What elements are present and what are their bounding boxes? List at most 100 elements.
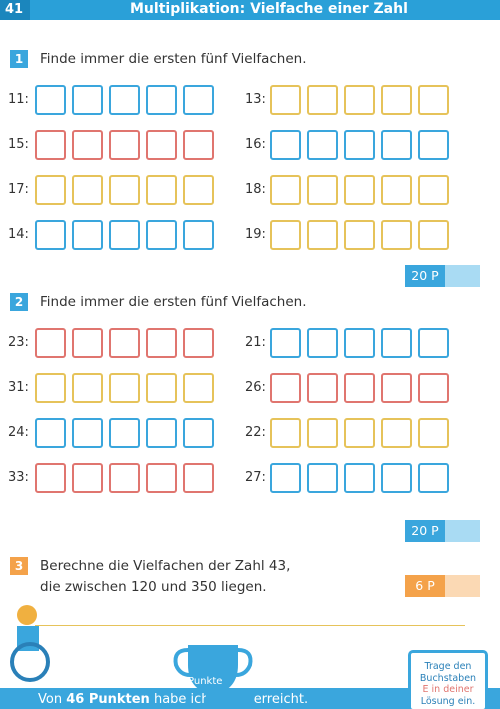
footer-bar — [0, 688, 500, 709]
answer-box — [35, 328, 66, 358]
points-badge: 6 P — [405, 575, 480, 597]
exercise-number: 3 — [10, 557, 28, 575]
points-label: 20 P — [405, 520, 445, 542]
answer-box — [109, 85, 140, 115]
answer-box — [183, 373, 214, 403]
answer-box — [72, 463, 103, 493]
instruction: Finde immer die ersten fünf Vielfachen. — [40, 51, 307, 67]
answer-box — [146, 85, 177, 115]
answer-box — [109, 328, 140, 358]
instruction: Finde immer die ersten fünf Vielfachen. — [40, 294, 307, 310]
answer-box — [270, 463, 301, 493]
trophy-label: Punkte — [188, 676, 223, 687]
row-label: 15: — [8, 137, 29, 152]
answer-box — [109, 463, 140, 493]
answer-box — [381, 373, 412, 403]
answer-box — [35, 175, 66, 205]
trophy — [173, 645, 253, 709]
answer-box — [35, 373, 66, 403]
answer-box — [270, 373, 301, 403]
row-label: 21: — [245, 335, 266, 350]
answer-box — [72, 130, 103, 160]
answer-box — [72, 328, 103, 358]
answer-box — [418, 463, 449, 493]
answer-box — [109, 130, 140, 160]
answer-box — [307, 220, 338, 250]
answer-box — [72, 85, 103, 115]
row-label: 17: — [8, 182, 29, 197]
answer-box — [146, 220, 177, 250]
row-label: 26: — [245, 380, 266, 395]
answer-box — [183, 175, 214, 205]
answer-box — [344, 373, 375, 403]
answer-box — [418, 130, 449, 160]
answer-box — [270, 130, 301, 160]
instruction-line: die zwischen 120 und 350 liegen. — [40, 579, 267, 595]
answer-box — [109, 220, 140, 250]
row-label: 14: — [8, 227, 29, 242]
answer-box — [418, 373, 449, 403]
row-label: 31: — [8, 380, 29, 395]
answer-box — [307, 373, 338, 403]
answer-box — [344, 463, 375, 493]
answer-box — [72, 175, 103, 205]
note-line: Trage den — [424, 661, 472, 672]
row-label: 27: — [245, 470, 266, 485]
answer-box — [344, 418, 375, 448]
answer-box — [381, 328, 412, 358]
answer-box — [381, 85, 412, 115]
answer-box — [183, 463, 214, 493]
answer-box — [146, 418, 177, 448]
row-label: 22: — [245, 425, 266, 440]
answer-box — [381, 463, 412, 493]
answer-box — [109, 373, 140, 403]
answer-box — [418, 85, 449, 115]
note-box: Trage den Buchstaben E in deiner Lösung ein… — [408, 650, 488, 709]
note-line: E in deiner — [422, 684, 474, 695]
row-label: 33: — [8, 470, 29, 485]
answer-box — [307, 463, 338, 493]
answer-box — [381, 130, 412, 160]
answer-box — [270, 85, 301, 115]
exercise-number: 1 — [10, 50, 28, 68]
points-label: 6 P — [405, 575, 445, 597]
footer-suffix: erreicht. — [253, 692, 309, 707]
answer-box — [418, 418, 449, 448]
answer-box — [344, 328, 375, 358]
answer-box — [35, 220, 66, 250]
answer-box — [344, 85, 375, 115]
answer-box — [344, 175, 375, 205]
answer-box — [183, 130, 214, 160]
answer-box — [183, 220, 214, 250]
points-badge: 20 P — [405, 265, 480, 287]
answer-box — [381, 220, 412, 250]
row-label: 19: — [245, 227, 266, 242]
footer-points: 46 Punkten — [66, 692, 150, 707]
page-number: 41 — [5, 2, 24, 17]
answer-box — [109, 175, 140, 205]
answer-box — [270, 175, 301, 205]
footer-middle: habe ich — [153, 692, 210, 707]
instruction-line: Berechne die Vielfachen der Zahl 43, — [40, 558, 291, 574]
answer-box — [381, 418, 412, 448]
note-line: Buchstaben — [419, 672, 477, 684]
row-label: 11: — [8, 92, 29, 107]
answer-box — [307, 85, 338, 115]
note-line: Lösung ein. — [420, 695, 476, 707]
page-tab — [0, 0, 30, 20]
row-label: 23: — [8, 335, 29, 350]
answer-box — [35, 418, 66, 448]
answer-box — [146, 463, 177, 493]
answer-box — [183, 418, 214, 448]
answer-box — [307, 418, 338, 448]
answer-box — [146, 373, 177, 403]
answer-box — [183, 328, 214, 358]
answer-box — [35, 130, 66, 160]
answer-box — [72, 220, 103, 250]
page-title: Multiplikation: Vielfache einer Zahl — [130, 1, 408, 17]
answer-box — [418, 220, 449, 250]
answer-box — [146, 328, 177, 358]
answer-box — [418, 328, 449, 358]
answer-box — [344, 130, 375, 160]
